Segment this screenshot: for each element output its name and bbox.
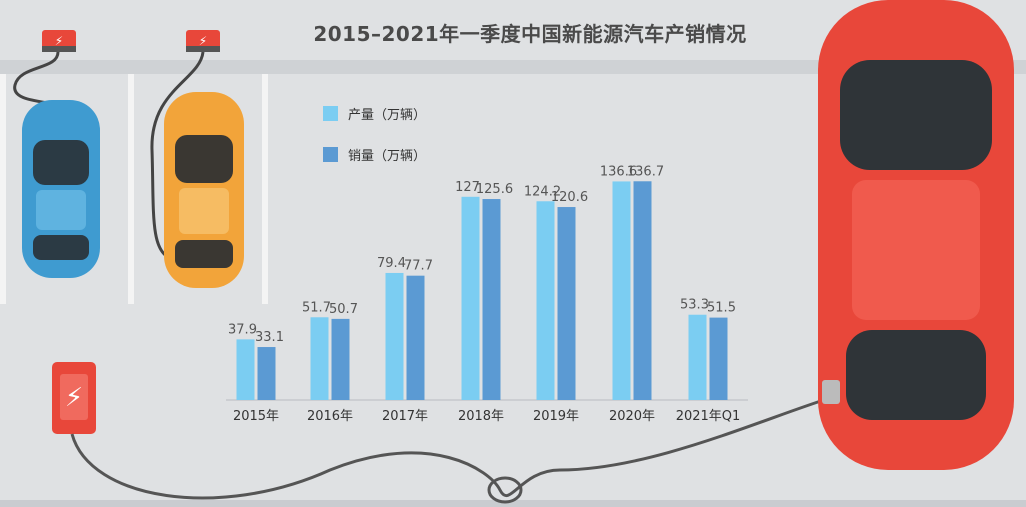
bar-production <box>688 314 707 400</box>
data-label-sales: 51.5 <box>707 301 736 316</box>
parking-line <box>262 74 268 304</box>
x-tick-label: 2017年 <box>382 409 428 424</box>
parking-wall <box>0 60 1026 74</box>
charger-icon: ⚡ <box>52 362 96 434</box>
lightning-icon: ⚡ <box>65 383 83 413</box>
data-label-production: 124.2 <box>524 184 561 199</box>
bar-sales <box>557 207 576 400</box>
car-icon <box>22 100 100 278</box>
bar-production <box>612 181 631 400</box>
data-label-sales: 77.7 <box>404 259 433 274</box>
bar-sales <box>331 318 350 400</box>
legend-label-sales: 销量（万辆） <box>348 149 427 164</box>
car-icon <box>164 92 244 288</box>
data-label-production: 136.6 <box>600 164 637 179</box>
data-label-sales: 125.6 <box>476 182 513 197</box>
legend-swatch-production <box>323 106 338 121</box>
data-label-production: 51.7 <box>302 300 331 315</box>
legend-swatch-sales <box>323 147 338 162</box>
svg-text:⚡: ⚡ <box>199 34 207 48</box>
data-label-production: 37.9 <box>228 322 257 337</box>
data-label-sales: 50.7 <box>329 302 358 317</box>
data-label-sales: 136.7 <box>627 164 664 179</box>
x-tick-label: 2019年 <box>533 409 579 424</box>
x-tick-label: 2020年 <box>609 409 655 424</box>
x-tick-label: 2016年 <box>307 409 353 424</box>
parking-line <box>128 74 134 304</box>
charger-icon: ⚡ <box>42 30 76 52</box>
bar-production <box>461 196 480 400</box>
data-label-sales: 33.1 <box>255 330 284 345</box>
x-tick-label: 2015年 <box>233 409 279 424</box>
bar-sales <box>406 275 425 400</box>
bar-production <box>310 317 329 400</box>
cable-loop <box>487 476 523 504</box>
chart-title: 2015–2021年一季度中国新能源汽车产销情况 <box>313 22 747 46</box>
bar-production <box>236 339 255 400</box>
charging-cable <box>70 396 831 500</box>
bar-sales <box>633 181 652 400</box>
x-tick-label: 2018年 <box>458 409 504 424</box>
parking-line <box>0 74 6 304</box>
data-label-sales: 120.6 <box>551 190 588 205</box>
charger-icon: ⚡ <box>186 30 220 52</box>
bar-sales <box>482 199 501 400</box>
charging-cable <box>150 51 205 260</box>
bar-sales <box>257 347 276 400</box>
legend-label-production: 产量（万辆） <box>348 108 427 123</box>
floor-strip <box>0 500 1026 507</box>
svg-text:⚡: ⚡ <box>55 34 63 48</box>
data-label-production: 53.3 <box>680 298 709 313</box>
bar-sales <box>709 317 728 400</box>
data-label-production: 79.4 <box>377 256 406 271</box>
car-icon <box>818 0 1014 470</box>
bar-production <box>536 201 555 400</box>
x-tick-label: 2021年Q1 <box>676 409 741 424</box>
bar-production <box>385 272 404 400</box>
data-label-production: 127 <box>455 180 480 195</box>
legend-item-sales: 销量（万辆） <box>323 145 426 164</box>
legend-item-production: 产量（万辆） <box>323 104 426 123</box>
